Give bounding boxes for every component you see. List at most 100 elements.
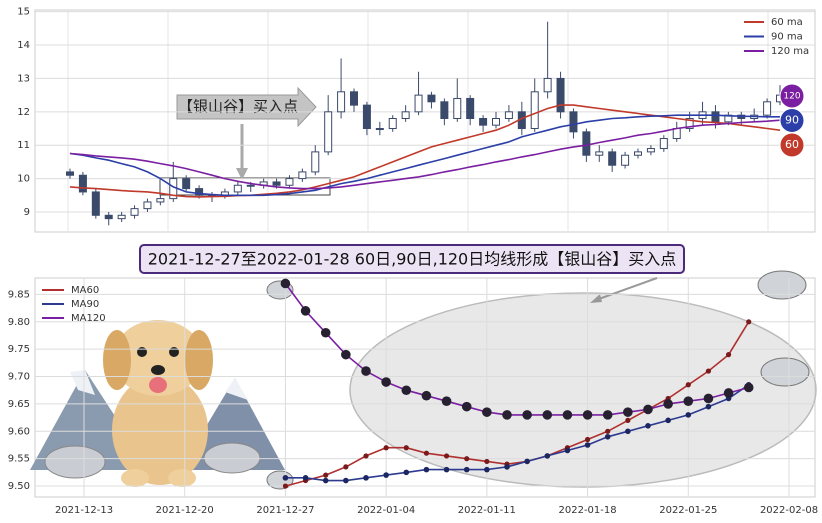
series-line bbox=[285, 321, 750, 487]
end-badge-label: 60 bbox=[785, 138, 799, 151]
point bbox=[363, 453, 369, 459]
point bbox=[502, 410, 512, 420]
candle-body bbox=[504, 111, 513, 119]
point bbox=[443, 466, 450, 473]
point bbox=[705, 368, 712, 374]
candle-body bbox=[130, 208, 139, 216]
y-tick-label: 9.75 bbox=[8, 344, 30, 355]
ingot bbox=[203, 442, 261, 474]
candle-body bbox=[492, 117, 500, 126]
candle-body bbox=[117, 214, 126, 220]
point bbox=[300, 306, 311, 316]
highlight-ellipse bbox=[349, 292, 817, 488]
candles bbox=[66, 21, 784, 226]
candle-body bbox=[375, 128, 384, 131]
x-tick-label: 2021-12-13 bbox=[55, 505, 113, 516]
point bbox=[743, 382, 754, 393]
point bbox=[683, 396, 694, 406]
point bbox=[602, 410, 613, 420]
y-tick-label: 12 bbox=[17, 107, 30, 118]
point bbox=[322, 477, 329, 484]
point bbox=[584, 436, 591, 443]
series-line bbox=[285, 384, 750, 482]
candle-body bbox=[672, 128, 681, 140]
candle-body bbox=[78, 174, 87, 193]
y-tick-label: 9 bbox=[24, 207, 30, 218]
ingot bbox=[44, 445, 106, 479]
point bbox=[343, 477, 349, 484]
candle-body bbox=[427, 94, 436, 103]
dog-nose bbox=[151, 365, 165, 375]
point bbox=[464, 456, 470, 462]
candle-body bbox=[143, 201, 152, 210]
point bbox=[746, 319, 752, 325]
point bbox=[605, 428, 611, 434]
point bbox=[685, 412, 692, 418]
candle-body bbox=[569, 111, 578, 133]
point bbox=[280, 278, 291, 289]
point bbox=[663, 399, 673, 409]
annotation-down-head bbox=[236, 168, 248, 180]
x-tick-label: 2022-01-25 bbox=[659, 505, 717, 516]
y-tick-label: 9.70 bbox=[8, 372, 30, 383]
ma-line bbox=[69, 114, 780, 197]
candle-body bbox=[66, 171, 74, 176]
candle-body bbox=[595, 151, 604, 156]
candle-body bbox=[621, 154, 630, 166]
point bbox=[582, 410, 593, 420]
candle-body bbox=[324, 111, 333, 153]
banner-title: 2021-12-27至2022-01-28 60日,90日,120日均线形成【银… bbox=[148, 250, 677, 269]
point bbox=[544, 453, 551, 459]
ingot bbox=[760, 357, 810, 387]
point bbox=[564, 447, 571, 454]
y-tick-label: 9.50 bbox=[8, 481, 30, 492]
dog-eye bbox=[169, 347, 179, 357]
candle-body bbox=[646, 148, 655, 153]
candle-body bbox=[634, 151, 642, 156]
candle-body bbox=[91, 191, 100, 216]
y-tick-label: 9.65 bbox=[8, 399, 30, 410]
y-tick-label: 14 bbox=[17, 40, 30, 51]
candle-body bbox=[608, 151, 617, 166]
point bbox=[524, 458, 530, 465]
point bbox=[381, 377, 391, 387]
mountain-snow bbox=[225, 378, 248, 400]
candle-body bbox=[350, 91, 358, 106]
candle-body bbox=[337, 91, 346, 113]
candle-body bbox=[659, 138, 668, 150]
point bbox=[623, 407, 633, 417]
point bbox=[363, 475, 369, 481]
point bbox=[584, 442, 591, 448]
point bbox=[443, 453, 450, 459]
end-badge bbox=[779, 132, 805, 158]
dog-paw bbox=[168, 469, 196, 487]
point bbox=[302, 475, 309, 481]
candle-body bbox=[556, 77, 565, 113]
pointer-arrow-head bbox=[590, 294, 602, 303]
point bbox=[403, 445, 409, 451]
point bbox=[604, 433, 611, 440]
point bbox=[625, 428, 631, 435]
end-badge-label: 120 bbox=[783, 92, 800, 102]
point bbox=[323, 472, 329, 478]
point bbox=[461, 401, 472, 412]
banner bbox=[139, 244, 685, 274]
candle-body bbox=[272, 181, 281, 186]
candle-body bbox=[543, 77, 552, 93]
candle-body bbox=[182, 178, 191, 190]
point bbox=[482, 407, 492, 417]
end-badge-label: 90 bbox=[785, 114, 799, 127]
x-tick-label: 2021-12-20 bbox=[156, 505, 214, 516]
point bbox=[423, 450, 430, 456]
legend-label: 120 ma bbox=[771, 46, 809, 57]
dog-eye bbox=[137, 347, 147, 357]
candle-body bbox=[685, 117, 694, 130]
point bbox=[522, 410, 532, 420]
point bbox=[542, 410, 553, 420]
y-tick-label: 11 bbox=[17, 140, 30, 151]
point bbox=[705, 403, 712, 410]
legend-label: MA60 bbox=[71, 285, 99, 296]
point bbox=[645, 423, 651, 429]
dog-paw bbox=[121, 469, 149, 487]
annotation: 【银山谷】买入点 bbox=[178, 98, 298, 116]
